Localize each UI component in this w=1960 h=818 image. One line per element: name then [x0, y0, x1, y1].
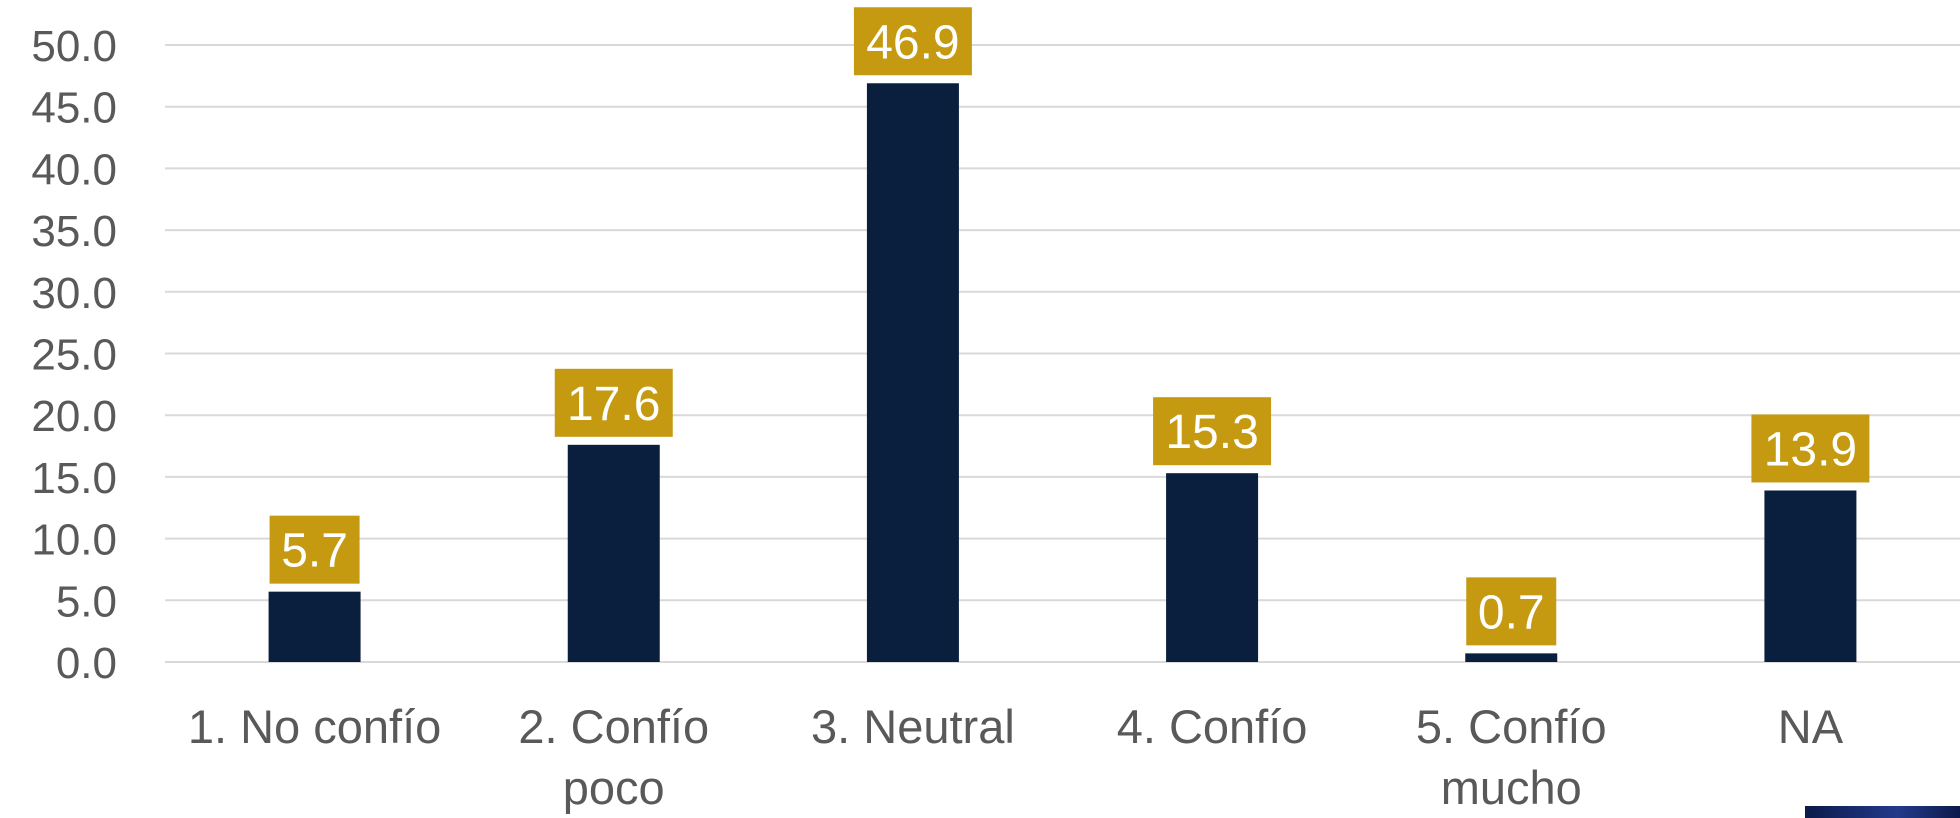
data-label: 15.3 — [1165, 406, 1258, 459]
bar — [567, 444, 660, 662]
x-category-label: 4. Confío — [1117, 700, 1308, 753]
x-category-label: NA — [1778, 700, 1844, 753]
bar — [1465, 653, 1558, 662]
x-category-label: 3. Neutral — [811, 700, 1015, 753]
bar — [1764, 490, 1857, 662]
data-label-box — [1466, 577, 1557, 646]
x-category-label: 5. Confío — [1416, 700, 1607, 753]
data-label: 46.9 — [866, 16, 959, 69]
data-label-box — [1751, 414, 1870, 483]
y-tick-label: 15.0 — [31, 454, 117, 503]
data-label: 17.6 — [567, 378, 660, 431]
y-tick-label: 0.0 — [56, 639, 117, 688]
gridlines — [165, 44, 1960, 663]
data-label: 5.7 — [281, 525, 348, 578]
y-tick-label: 25.0 — [31, 331, 117, 380]
y-tick-label: 30.0 — [31, 269, 117, 318]
data-label: 0.7 — [1478, 586, 1545, 639]
data-label-box — [853, 7, 972, 76]
data-label: 13.9 — [1764, 423, 1857, 476]
data-labels: 5.7 17.6 46.9 15.3 0.7 13.9 — [269, 7, 1870, 646]
y-tick-label: 5.0 — [56, 577, 117, 626]
corner-thumbnail-image — [1805, 806, 1960, 818]
x-category-label: 2. Confío — [518, 700, 709, 753]
bar — [1166, 473, 1259, 662]
y-axis-tick-labels: 0.0 5.0 10.0 15.0 20.0 25.0 30.0 35.0 40.0 45.0 50… — [31, 22, 117, 688]
x-category-label: 1. No confío — [188, 700, 441, 753]
x-category-label: mucho — [1441, 761, 1582, 814]
y-tick-label: 45.0 — [31, 84, 117, 133]
x-axis-category-labels: 1. No confío 2. Confío poco 3. Neutral 4. Co… — [188, 700, 1844, 814]
bar — [268, 591, 361, 662]
data-label-box — [1153, 397, 1272, 466]
y-tick-label: 20.0 — [31, 392, 117, 441]
x-category-label: poco — [563, 761, 665, 814]
bar — [866, 83, 959, 662]
y-tick-label: 35.0 — [31, 207, 117, 256]
y-tick-label: 40.0 — [31, 145, 117, 194]
bars — [268, 83, 1857, 662]
y-tick-label: 10.0 — [31, 516, 117, 565]
data-label-box — [554, 368, 673, 437]
y-tick-label: 50.0 — [31, 22, 117, 71]
data-label-box — [269, 515, 360, 584]
